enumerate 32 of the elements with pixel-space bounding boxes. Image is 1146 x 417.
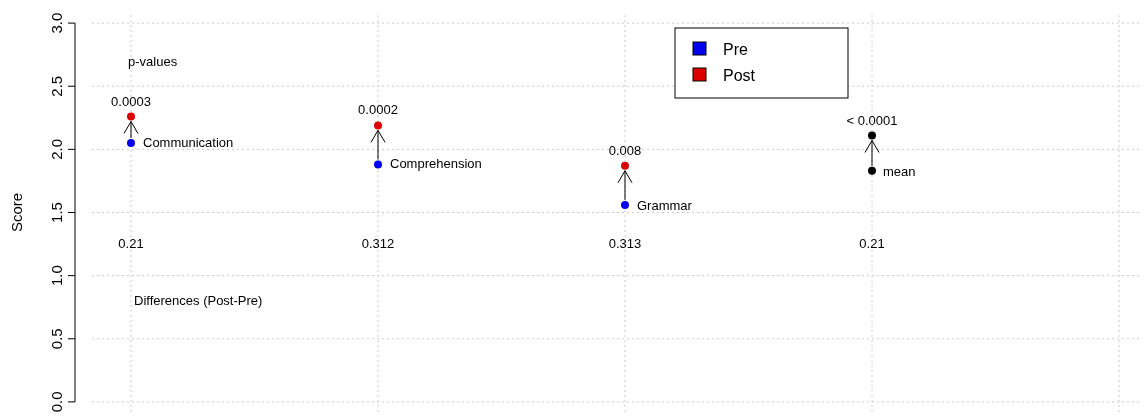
annotation: mean <box>883 163 916 179</box>
point <box>621 161 629 170</box>
point <box>127 112 135 121</box>
point <box>374 121 382 130</box>
annotation: Differences (Post-Pre) <box>134 292 263 308</box>
annotation: 0.0002 <box>358 101 398 117</box>
y-tick-label: 2.0 <box>48 138 65 160</box>
annotation: 0.313 <box>608 235 642 251</box>
point <box>374 160 382 169</box>
y-tick-label: 0.5 <box>48 328 65 350</box>
point <box>621 200 629 209</box>
annotation: Communication <box>143 134 234 150</box>
annotation: 0.21 <box>859 235 885 251</box>
legend-label: Pre <box>723 40 748 58</box>
y-axis-title: Score <box>8 192 25 233</box>
annotation: p-values <box>128 53 178 69</box>
point <box>127 139 135 148</box>
y-tick-label: 0.0 <box>48 391 65 413</box>
y-tick-label: 1.0 <box>48 265 65 287</box>
annotation: 0.312 <box>361 235 395 251</box>
point <box>868 166 876 175</box>
annotation: Grammar <box>637 197 693 213</box>
y-tick-label: 2.5 <box>48 75 65 97</box>
annotation: Comprehension <box>390 155 482 171</box>
annotation: 0.0003 <box>111 93 151 109</box>
annotation: 0.21 <box>118 235 144 251</box>
annotation: 0.008 <box>608 142 642 158</box>
annotation: < 0.0001 <box>846 112 898 128</box>
legend-label: Post <box>723 66 756 84</box>
point <box>868 131 876 140</box>
y-tick-label: 3.0 <box>48 12 65 34</box>
y-tick-label: 1.5 <box>48 202 65 223</box>
